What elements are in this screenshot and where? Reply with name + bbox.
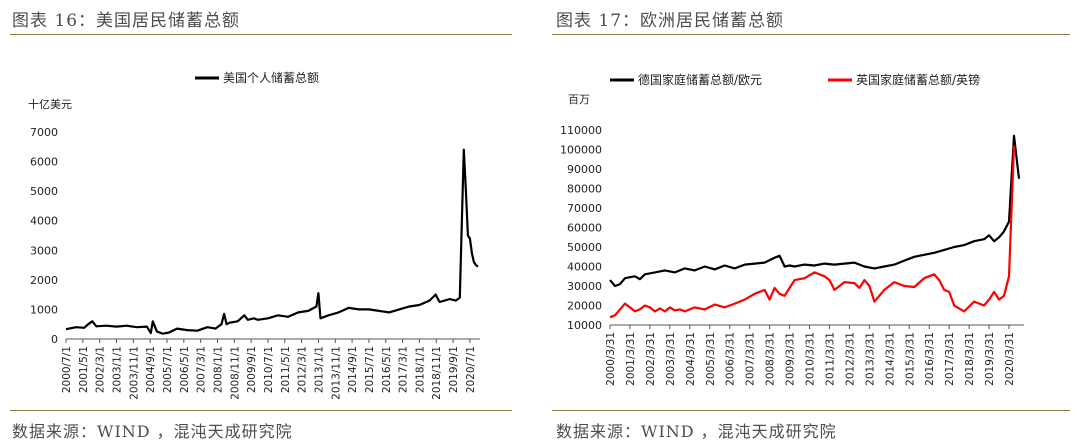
x-tick-label: 2019/9/1 <box>448 346 460 393</box>
y-tick-label: 110000 <box>560 124 602 137</box>
x-tick-label: 2012/3/31 <box>844 332 856 386</box>
x-tick-label: 2016/5/1 <box>381 346 393 393</box>
x-tick-label: 2008/1/1 <box>212 346 224 393</box>
x-tick-label: 2002/3/31 <box>645 332 657 386</box>
y-tick-label: 80000 <box>567 183 602 196</box>
series-line-2 <box>609 145 1016 319</box>
x-tick-label: 2000/3/31 <box>605 332 617 386</box>
y-tick-label: 50000 <box>567 241 602 254</box>
x-tick-label: 2000/7/1 <box>61 346 73 393</box>
series-line-1 <box>609 134 1021 288</box>
x-tick-label: 2003/3/31 <box>665 332 677 386</box>
y-tick-label: 1000 <box>30 303 58 316</box>
x-tick-label: 2001/5/1 <box>78 346 90 393</box>
y-tick-label: 3000 <box>30 244 58 257</box>
x-tick-label: 2009/9/1 <box>246 346 258 393</box>
x-tick-label: 2004/9/1 <box>145 346 157 393</box>
x-tick-label: 2004/3/31 <box>685 332 697 386</box>
x-tick-label: 2013/3/31 <box>864 332 876 386</box>
left-source-note: 数据来源：WIND ，混沌天成研究院 <box>12 422 293 441</box>
series-line-1 <box>65 148 479 335</box>
x-tick-label: 2003/11/1 <box>128 346 140 400</box>
x-tick-label: 2003/1/1 <box>111 346 123 393</box>
x-tick-label: 2010/3/31 <box>805 332 817 386</box>
x-tick-label: 2011/3/31 <box>824 332 836 386</box>
right-title-rule <box>552 34 1070 35</box>
y-tick-label: 30000 <box>567 280 602 293</box>
right-source-note: 数据来源：WIND ，混沌天成研究院 <box>556 422 837 441</box>
x-tick-label: 2020/3/31 <box>1004 332 1016 386</box>
x-tick-label: 2002/3/1 <box>95 346 107 393</box>
y-tick-label: 10000 <box>567 319 602 332</box>
left-source-rule <box>10 410 512 411</box>
x-tick-label: 2018/1/1 <box>414 346 426 393</box>
y-tick-label: 20000 <box>567 300 602 313</box>
x-tick-label: 2007/3/31 <box>745 332 757 386</box>
x-tick-label: 2010/7/1 <box>263 346 275 393</box>
y-tick-label: 4000 <box>30 215 58 228</box>
y-axis-unit-label: 十亿美元 <box>28 97 72 111</box>
right-source-rule <box>552 410 1070 411</box>
x-tick-label: 2015/7/1 <box>364 346 376 393</box>
x-tick-label: 2018/11/1 <box>431 346 443 400</box>
x-tick-label: 2009/3/31 <box>785 332 797 386</box>
x-tick-label: 2016/3/31 <box>924 332 936 386</box>
y-tick-label: 6000 <box>30 156 58 169</box>
x-tick-label: 2008/11/1 <box>229 346 241 400</box>
legend-label-1: 德国家庭储蓄总额/欧元 <box>638 72 762 87</box>
left-panel-title: 图表 16：美国居民储蓄总额 <box>12 11 241 31</box>
y-tick-label: 40000 <box>567 261 602 274</box>
x-tick-label: 2020/7/1 <box>465 346 477 393</box>
x-tick-label: 2006/3/31 <box>725 332 737 386</box>
x-tick-label: 2013/11/1 <box>330 346 342 400</box>
x-tick-label: 2013/1/1 <box>313 346 325 393</box>
x-tick-label: 2006/5/1 <box>179 346 191 393</box>
x-tick-label: 2018/3/31 <box>964 332 976 386</box>
x-tick-label: 2008/3/31 <box>765 332 777 386</box>
y-tick-label: 60000 <box>567 222 602 235</box>
x-tick-label: 2015/3/31 <box>904 332 916 386</box>
x-tick-label: 2005/7/1 <box>162 346 174 393</box>
left-title-rule <box>10 34 512 35</box>
x-tick-label: 2017/3/31 <box>944 332 956 386</box>
x-tick-label: 2014/3/31 <box>884 332 896 386</box>
us-savings-chart: 0 1000 2000 3000 4000 5000 6000 7000 十亿美元 2000/7/… <box>28 70 480 400</box>
y-tick-label: 7000 <box>30 126 58 139</box>
y-tick-label: 2000 <box>30 274 58 287</box>
x-tick-label: 2014/9/1 <box>347 346 359 393</box>
x-tick-label: 2005/3/31 <box>705 332 717 386</box>
y-tick-label: 0 <box>51 333 58 346</box>
y-axis-unit-label: 百万 <box>568 93 590 106</box>
y-tick-label: 100000 <box>560 144 602 157</box>
right-panel-title: 图表 17：欧洲居民储蓄总额 <box>556 11 785 31</box>
x-tick-label: 2019/3/31 <box>984 332 996 386</box>
y-tick-label: 90000 <box>567 163 602 176</box>
x-tick-label: 2001/3/31 <box>625 332 637 386</box>
legend-label-1: 美国个人储蓄总额 <box>223 70 319 85</box>
legend-label-2: 英国家庭储蓄总额/英镑 <box>856 72 980 87</box>
y-tick-label: 5000 <box>30 185 58 198</box>
y-tick-label: 70000 <box>567 202 602 215</box>
x-tick-label: 2017/3/1 <box>398 346 410 393</box>
x-tick-label: 2012/3/1 <box>297 346 309 393</box>
x-tick-label: 2007/3/1 <box>196 346 208 393</box>
x-tick-label: 2011/5/1 <box>280 346 292 393</box>
